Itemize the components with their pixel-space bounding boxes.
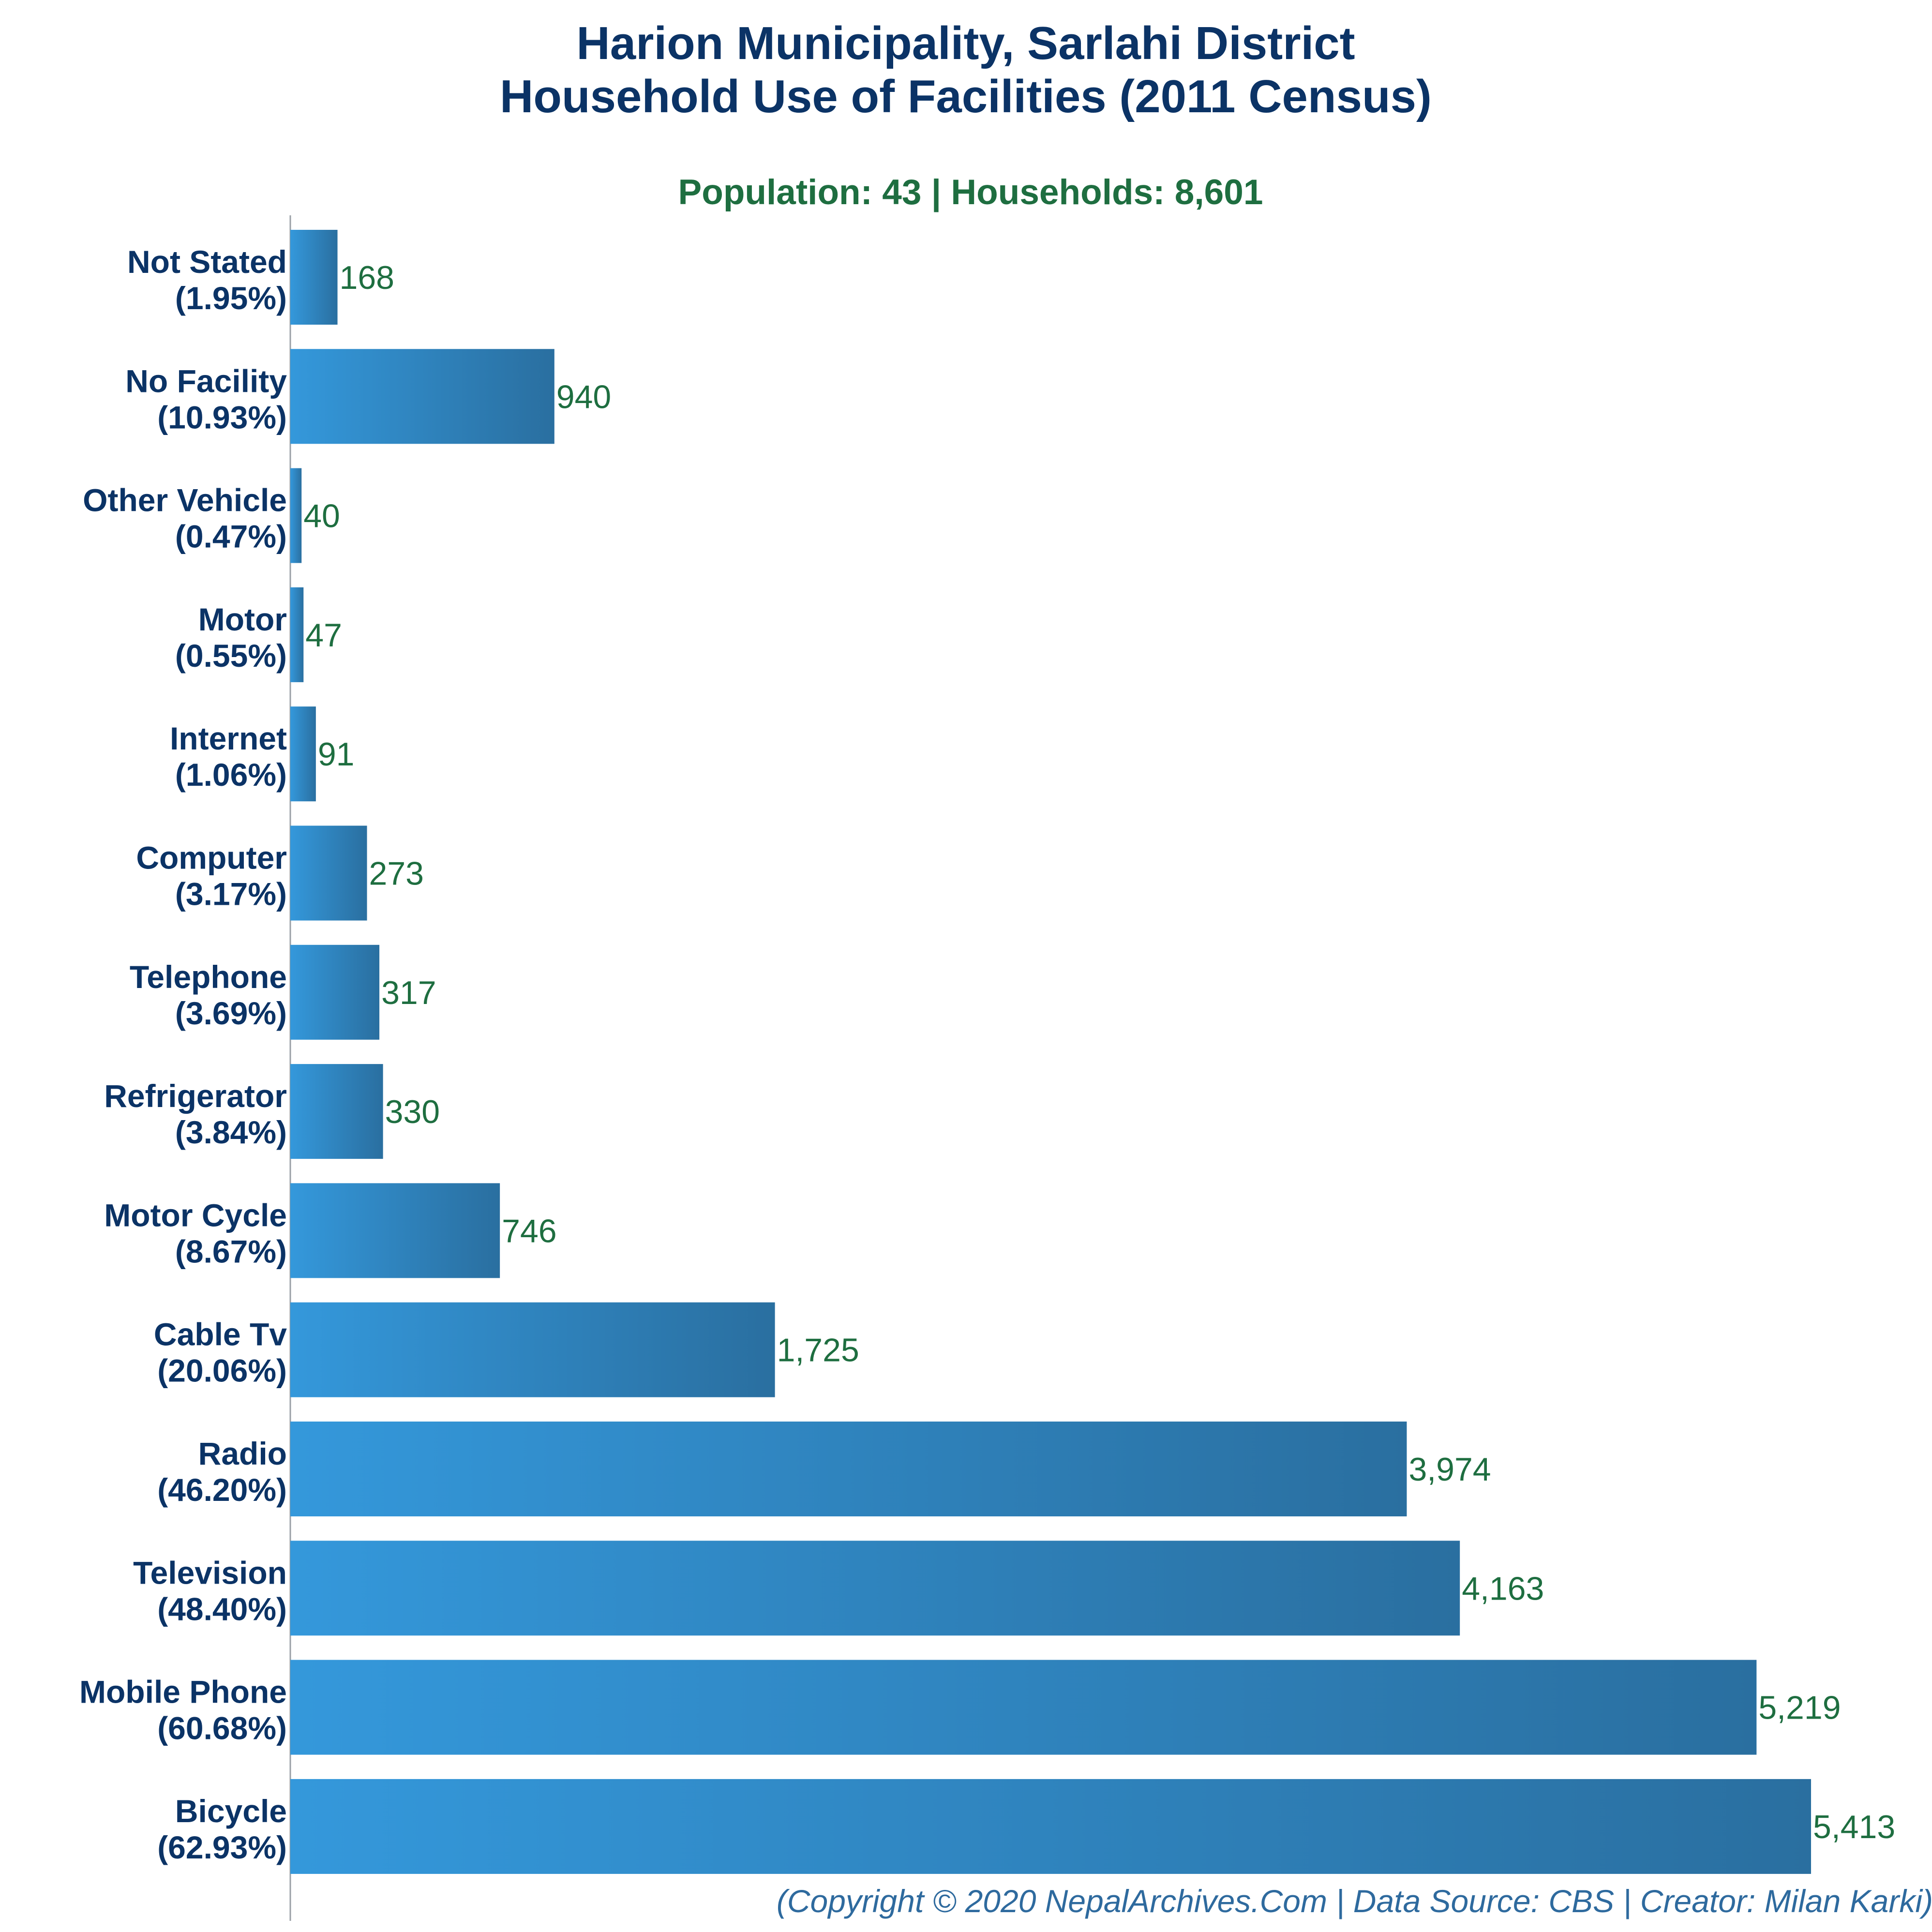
percent-label-bicycle: (62.93%) xyxy=(157,1829,287,1865)
category-label-bicycle: Bicycle xyxy=(175,1793,287,1829)
category-label-television: Television xyxy=(133,1555,287,1590)
bar-motor xyxy=(290,587,304,682)
percent-label-motor: (0.55%) xyxy=(175,638,287,674)
value-label-radio: 3,974 xyxy=(1408,1451,1491,1488)
percent-label-refrigerator: (3.84%) xyxy=(175,1114,287,1150)
bar-cable-tv xyxy=(290,1302,775,1397)
bar-bicycle xyxy=(290,1779,1811,1874)
category-label-internet: Internet xyxy=(170,720,287,756)
category-label-mobile-phone: Mobile Phone xyxy=(79,1674,287,1710)
value-label-bicycle: 5,413 xyxy=(1813,1809,1895,1845)
category-label-no-facility: No Facility xyxy=(125,363,287,399)
percent-label-not-stated: (1.95%) xyxy=(175,280,287,316)
percent-label-computer: (3.17%) xyxy=(175,876,287,912)
percent-label-motor-cycle: (8.67%) xyxy=(175,1233,287,1269)
percent-label-television: (48.40%) xyxy=(157,1591,287,1627)
value-label-motor-cycle: 746 xyxy=(502,1213,556,1249)
chart-title-line-2: Household Use of Facilities (2011 Census… xyxy=(500,71,1432,122)
chart-footer: (Copyright © 2020 NepalArchives.Com | Da… xyxy=(777,1883,1932,1920)
value-label-not-stated: 168 xyxy=(340,259,394,296)
bar-refrigerator xyxy=(290,1064,383,1159)
value-label-mobile-phone: 5,219 xyxy=(1758,1690,1841,1726)
value-label-motor: 47 xyxy=(305,617,342,654)
value-label-no-facility: 940 xyxy=(556,378,611,415)
percent-label-mobile-phone: (60.68%) xyxy=(157,1710,287,1746)
percent-label-other-vehicle: (0.47%) xyxy=(175,519,287,554)
category-label-cable-tv: Cable Tv xyxy=(154,1317,287,1352)
bar-mobile-phone xyxy=(290,1660,1757,1755)
bar-motor-cycle xyxy=(290,1183,500,1278)
chart-subtitle: Population: 43 | Households: 8,601 xyxy=(678,173,1263,212)
bar-not-stated xyxy=(290,230,338,325)
value-label-cable-tv: 1,725 xyxy=(777,1332,859,1369)
category-label-motor: Motor xyxy=(198,601,287,637)
percent-label-no-facility: (10.93%) xyxy=(157,399,287,435)
value-label-telephone: 317 xyxy=(381,974,436,1011)
percent-label-radio: (46.20%) xyxy=(157,1472,287,1508)
bar-radio xyxy=(290,1422,1407,1516)
value-label-other-vehicle: 40 xyxy=(303,498,340,535)
bar-group: 168 Not Stated(1.95%) 940 No Facility(10.93… xyxy=(79,230,1895,1874)
category-label-computer: Computer xyxy=(136,840,287,876)
category-label-not-stated: Not Stated xyxy=(127,244,287,280)
value-label-television: 4,163 xyxy=(1462,1570,1544,1607)
chart-title-line-1: Harion Municipality, Sarlahi District xyxy=(576,17,1355,69)
bar-other-vehicle xyxy=(290,468,302,563)
category-label-refrigerator: Refrigerator xyxy=(104,1078,287,1114)
bar-television xyxy=(290,1541,1460,1636)
percent-label-telephone: (3.69%) xyxy=(175,995,287,1031)
category-label-motor-cycle: Motor Cycle xyxy=(104,1197,287,1233)
percent-label-cable-tv: (20.06%) xyxy=(157,1353,287,1389)
value-label-refrigerator: 330 xyxy=(385,1093,440,1130)
bar-no-facility xyxy=(290,349,554,444)
category-label-telephone: Telephone xyxy=(130,959,287,995)
value-label-computer: 273 xyxy=(369,855,424,892)
category-label-other-vehicle: Other Vehicle xyxy=(83,482,287,518)
percent-label-internet: (1.06%) xyxy=(175,757,287,793)
bar-computer xyxy=(290,825,367,921)
bar-telephone xyxy=(290,944,380,1040)
category-label-radio: Radio xyxy=(198,1436,287,1471)
value-label-internet: 91 xyxy=(318,736,355,773)
bar-internet xyxy=(290,706,316,802)
